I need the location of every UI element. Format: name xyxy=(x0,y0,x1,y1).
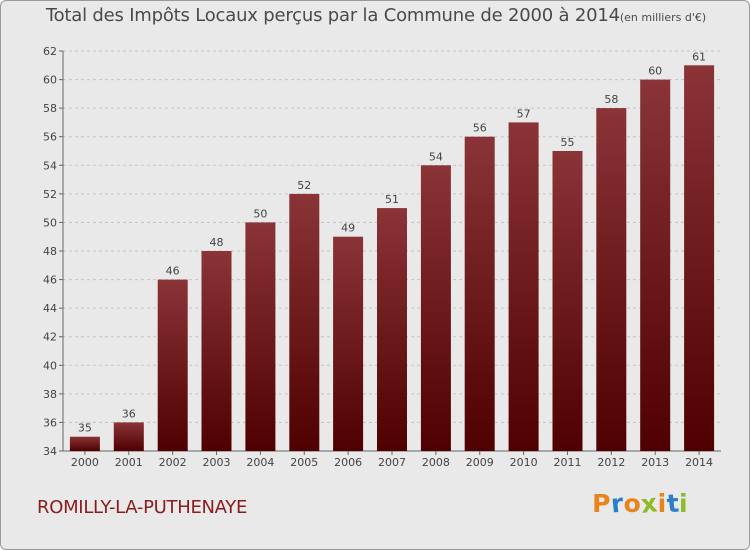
labels-layer: 35 36 46 48 50 52 49 51 54 56 57 55 58 60 61 xyxy=(78,50,706,434)
value-label-2008: 54 xyxy=(429,150,443,163)
value-label-2005: 52 xyxy=(297,179,311,192)
value-label-2009: 56 xyxy=(473,122,487,135)
bar-2003 xyxy=(201,251,232,451)
bar-2000 xyxy=(69,436,100,451)
y-tick-label-58: 58 xyxy=(43,102,57,115)
x-tick-label-2006: 2006 xyxy=(334,456,362,469)
logo-letter: i xyxy=(657,489,667,518)
x-tick-label-2000: 2000 xyxy=(71,456,99,469)
value-label-2003: 48 xyxy=(210,236,224,249)
x-tick-label-2011: 2011 xyxy=(553,456,581,469)
x-tick-label-2001: 2001 xyxy=(115,456,143,469)
x-tick-label-2002: 2002 xyxy=(159,456,187,469)
y-tick-label-62: 62 xyxy=(43,45,57,58)
bars-layer xyxy=(69,65,715,452)
bar-2001 xyxy=(113,422,144,451)
value-label-2012: 58 xyxy=(604,93,618,106)
value-label-2007: 51 xyxy=(385,193,399,206)
y-tick-label-46: 46 xyxy=(43,274,57,287)
value-label-2001: 36 xyxy=(122,407,136,420)
bar-2008 xyxy=(420,165,451,452)
bar-2007 xyxy=(377,208,407,451)
y-tick-label-48: 48 xyxy=(43,245,57,258)
value-label-2010: 57 xyxy=(517,107,531,120)
y-tick-label-54: 54 xyxy=(43,159,57,172)
y-tick-label-42: 42 xyxy=(43,331,57,344)
y-tick-label-60: 60 xyxy=(43,74,57,87)
x-tick-label-2012: 2012 xyxy=(597,456,625,469)
x-tick-label-2004: 2004 xyxy=(246,456,274,469)
bar-2012 xyxy=(596,108,627,451)
x-tick-label-2009: 2009 xyxy=(466,456,494,469)
chart-title: Total des Impôts Locaux perçus par la Co… xyxy=(45,5,620,26)
value-label-2000: 35 xyxy=(78,422,92,435)
chart-subtitle: (en milliers d'€) xyxy=(619,11,707,24)
proxiti-logo[interactable]: Proxiti xyxy=(592,488,688,519)
value-label-2002: 46 xyxy=(166,265,180,278)
y-tick-label-56: 56 xyxy=(43,131,57,144)
logo-letter: r xyxy=(609,488,626,519)
bar-2014 xyxy=(684,65,715,452)
x-tick-label-2014: 2014 xyxy=(685,456,713,469)
logo-letter: t xyxy=(665,488,681,519)
y-tick-label-40: 40 xyxy=(43,359,57,372)
x-tick-label-2013: 2013 xyxy=(641,456,669,469)
x-tick-label-2007: 2007 xyxy=(378,456,406,469)
bar-2010 xyxy=(508,122,539,452)
logo-letter: o xyxy=(623,489,642,518)
y-tick-label-44: 44 xyxy=(43,302,57,315)
commune-name: ROMILLY-LA-PUTHENAYE xyxy=(37,497,248,518)
y-tick-label-38: 38 xyxy=(43,388,57,401)
bar-2002 xyxy=(157,279,188,451)
bar-2004 xyxy=(245,222,276,451)
x-tick-label-2005: 2005 xyxy=(290,456,318,469)
y-tick-label-52: 52 xyxy=(43,188,57,201)
logo-letter: i xyxy=(679,489,688,518)
value-label-2013: 60 xyxy=(648,65,662,78)
bar-2009 xyxy=(464,136,495,451)
logo-letter: P xyxy=(592,489,611,518)
value-label-2006: 49 xyxy=(341,222,355,235)
x-tick-label-2010: 2010 xyxy=(510,456,538,469)
value-label-2011: 55 xyxy=(560,136,574,149)
bar-2013 xyxy=(640,79,671,451)
bar-2005 xyxy=(289,193,320,451)
value-label-2014: 61 xyxy=(692,50,706,63)
axis-layer: 34 36 38 40 42 44 46 48 50 52 54 56 58 60 62 2000 2001 20… xyxy=(43,45,721,469)
x-tick-label-2003: 2003 xyxy=(203,456,231,469)
y-tick-label-50: 50 xyxy=(43,216,57,229)
y-tick-label-36: 36 xyxy=(43,416,57,429)
value-label-2004: 50 xyxy=(253,207,267,220)
bar-2006 xyxy=(333,236,364,451)
chart-title-line: Total des Impôts Locaux perçus par la Co… xyxy=(1,5,749,26)
logo-letter: x xyxy=(639,488,660,519)
y-tick-label-34: 34 xyxy=(43,445,57,458)
x-tick-label-2008: 2008 xyxy=(422,456,450,469)
bar-2011 xyxy=(552,151,583,451)
